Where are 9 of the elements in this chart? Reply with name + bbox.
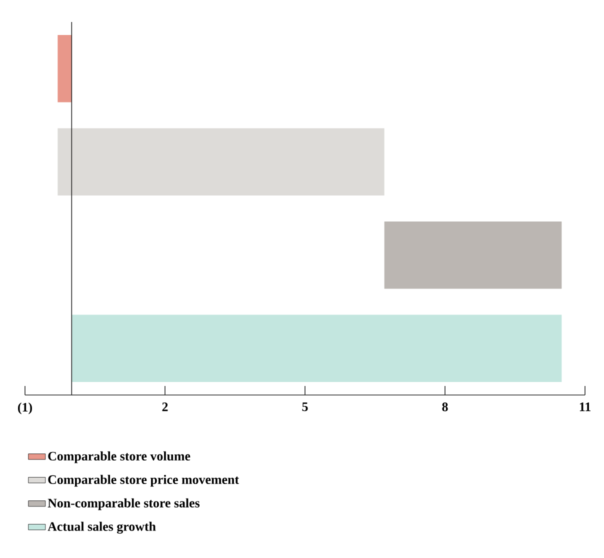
- x-tick-label: 8: [442, 402, 448, 412]
- legend-label: Non-comparable store sales: [48, 498, 200, 510]
- legend-label: Comparable store volume: [48, 451, 190, 464]
- legend-label: Comparable store price movement: [48, 474, 239, 487]
- x-tick-label: (1): [18, 402, 32, 414]
- x-tick-label: 5: [302, 402, 308, 412]
- legend-label: Actual sales growth: [48, 522, 156, 534]
- x-tick-label: 11: [580, 402, 590, 412]
- x-tick-label: 2: [162, 402, 168, 412]
